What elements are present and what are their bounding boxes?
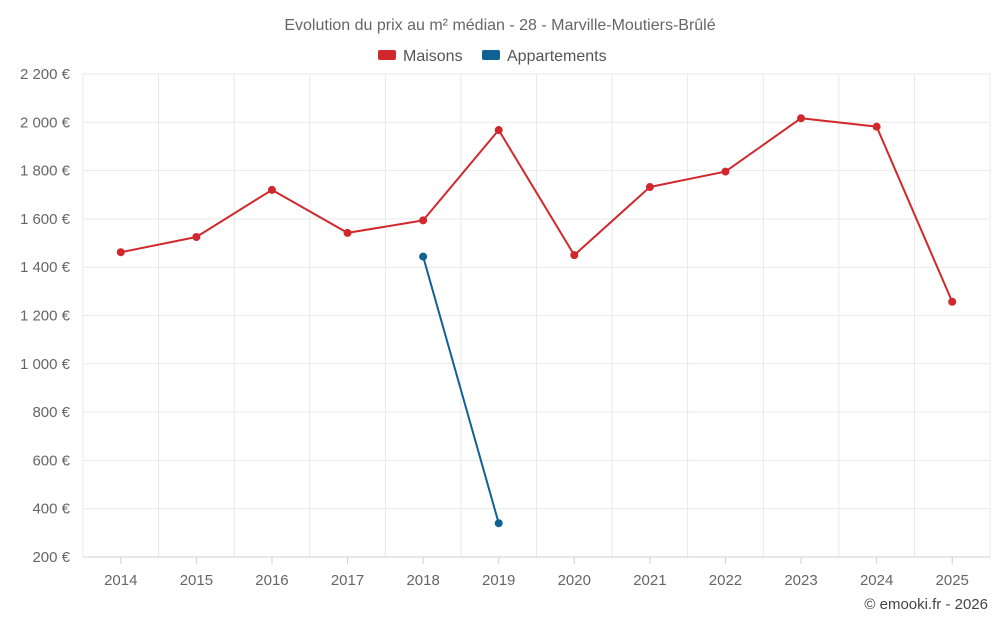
data-point-maisons[interactable] bbox=[192, 233, 201, 242]
x-tick-label: 2016 bbox=[255, 572, 288, 589]
y-tick-label: 800 € bbox=[32, 404, 70, 421]
y-tick-label: 200 € bbox=[32, 549, 70, 566]
credit-text: © emooki.fr - 2026 bbox=[864, 596, 988, 613]
data-point-maisons[interactable] bbox=[797, 114, 806, 123]
series-points bbox=[116, 114, 957, 528]
y-tick-label: 1 200 € bbox=[20, 308, 71, 325]
data-point-maisons[interactable] bbox=[494, 126, 503, 135]
data-point-maisons[interactable] bbox=[570, 251, 579, 260]
y-tick-label: 1 400 € bbox=[20, 259, 71, 276]
legend-label-maisons: Maisons bbox=[403, 48, 463, 65]
x-tick-label: 2015 bbox=[180, 572, 213, 589]
x-tick-label: 2024 bbox=[860, 572, 893, 589]
legend-swatch-maisons bbox=[378, 50, 396, 60]
y-tick-label: 1 600 € bbox=[20, 211, 71, 228]
x-tick-label: 2019 bbox=[482, 572, 515, 589]
data-point-maisons[interactable] bbox=[419, 216, 428, 225]
x-tick-label: 2021 bbox=[633, 572, 666, 589]
series-lines bbox=[119, 117, 954, 525]
y-tick-label: 2 200 € bbox=[20, 66, 71, 83]
data-point-appartements[interactable] bbox=[494, 519, 503, 528]
x-tick-label: 2022 bbox=[709, 572, 742, 589]
y-tick-label: 1 000 € bbox=[20, 356, 71, 373]
x-axis: 2014 2015 2016 2017 2018 2019 2020 2021 2022 2023… bbox=[83, 556, 990, 589]
series-line-appartements bbox=[422, 255, 500, 525]
x-gridlines bbox=[82, 74, 991, 557]
legend: Maisons Appartements bbox=[378, 48, 607, 65]
legend-swatch-appartements bbox=[482, 50, 500, 60]
data-point-maisons[interactable] bbox=[872, 122, 881, 131]
x-tick-label: 2018 bbox=[406, 572, 439, 589]
chart-title: Evolution du prix au m² médian - 28 - Ma… bbox=[284, 17, 715, 34]
x-tick-label: 2023 bbox=[784, 572, 817, 589]
y-tick-label: 1 800 € bbox=[20, 163, 71, 180]
legend-item-appartements[interactable]: Appartements bbox=[482, 48, 607, 65]
series-line-maisons bbox=[119, 117, 954, 303]
x-tick-label: 2017 bbox=[331, 572, 364, 589]
data-point-appartements[interactable] bbox=[419, 252, 428, 261]
x-tick-label: 2020 bbox=[558, 572, 591, 589]
data-point-maisons[interactable] bbox=[343, 228, 352, 237]
y-tick-label: 600 € bbox=[32, 452, 70, 469]
data-point-maisons[interactable] bbox=[116, 248, 125, 257]
y-axis: 200 € 400 € 600 € 800 € 1 000 € 1 200 € 1 400 … bbox=[20, 66, 71, 566]
data-point-maisons[interactable] bbox=[721, 167, 730, 176]
legend-label-appartements: Appartements bbox=[507, 48, 607, 65]
y-tick-label: 400 € bbox=[32, 501, 70, 518]
y-tick-label: 2 000 € bbox=[20, 114, 71, 131]
legend-item-maisons[interactable]: Maisons bbox=[378, 48, 463, 65]
data-point-maisons[interactable] bbox=[645, 183, 654, 192]
x-tick-label: 2014 bbox=[104, 572, 137, 589]
data-point-maisons[interactable] bbox=[948, 297, 957, 306]
x-tick-label: 2025 bbox=[936, 572, 969, 589]
data-point-maisons[interactable] bbox=[267, 185, 276, 194]
